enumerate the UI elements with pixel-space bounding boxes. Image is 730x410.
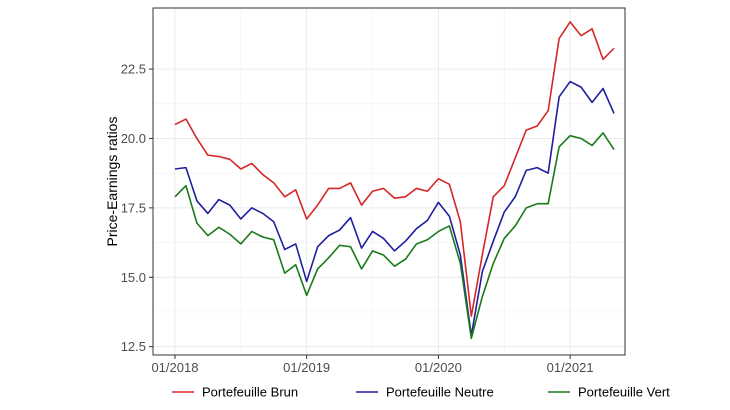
series-line-portefeuille-neutre: [174, 80, 615, 337]
x-tick-label: 01/2018: [151, 360, 198, 375]
legend-label: Portefeuille Neutre: [386, 385, 494, 400]
y-tick-label: 15.0: [121, 270, 146, 285]
legend: Portefeuille Brun Portefeuille Neutre Port…: [172, 385, 670, 400]
y-axis-title: Price-Earnings ratios: [104, 117, 120, 247]
x-axis: 01/2018 01/2019 01/2020 01/2021: [151, 355, 594, 375]
x-tick-label: 01/2021: [547, 360, 594, 375]
legend-label: Portefeuille Vert: [578, 385, 670, 400]
series-line-portefeuille-brun: [174, 21, 615, 317]
y-tick-label: 12.5: [121, 339, 146, 354]
y-tick-label: 22.5: [121, 62, 146, 77]
x-tick-label: 01/2020: [415, 360, 462, 375]
x-tick-label: 01/2019: [283, 360, 330, 375]
y-tick-label: 20.0: [121, 131, 146, 146]
legend-label: Portefeuille Brun: [202, 385, 298, 400]
series-lines: [174, 21, 615, 340]
y-tick-label: 17.5: [121, 200, 146, 215]
grid: [153, 8, 625, 355]
panel-border: [152, 7, 626, 356]
series-line-portefeuille-vert: [174, 132, 615, 340]
y-axis: 12.5 15.0 17.5 20.0 22.5: [121, 62, 153, 354]
